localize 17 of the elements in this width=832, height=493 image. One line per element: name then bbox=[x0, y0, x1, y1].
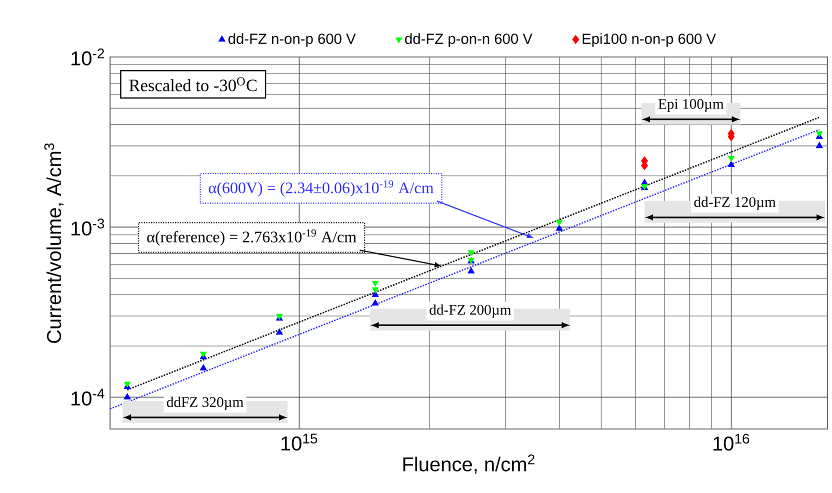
y-tick-label: 10$^{-2}$ bbox=[72, 48, 104, 66]
y-tick-label: 10$^{-4}$ bbox=[72, 388, 104, 406]
band-label: dd-FZ 120µm bbox=[694, 196, 776, 210]
annotation: α(reference) = 2.763x10$^{-19}$ A/cm bbox=[147, 229, 356, 246]
x-tick-label: 10$^{15}$ bbox=[281, 434, 318, 451]
band-label: ddFZ 320µm bbox=[166, 396, 244, 410]
legend-label: dd-FZ n-on-p 600 V bbox=[228, 33, 356, 47]
legend-label: dd-FZ p-on-n 600 V bbox=[405, 33, 532, 47]
annotation: Rescaled to -30$^{O}$C bbox=[129, 77, 257, 92]
annotation: α(600V) = (2.34±0.06)x10$^{-19}$ A/cm bbox=[208, 180, 434, 197]
legend-label: Epi100 n-on-p 600 V bbox=[582, 33, 716, 47]
band-label: Epi 100µm bbox=[658, 99, 724, 112]
y-axis-title: Current/volume, A/cm$^{3}$ bbox=[44, 143, 64, 343]
x-tick-label: 10$^{16}$ bbox=[713, 434, 750, 451]
x-axis-title: Fluence, n/cm$^{2}$ bbox=[403, 454, 534, 474]
y-tick-label: 10$^{-3}$ bbox=[72, 218, 104, 236]
band-label: dd-FZ 200µm bbox=[430, 304, 512, 318]
